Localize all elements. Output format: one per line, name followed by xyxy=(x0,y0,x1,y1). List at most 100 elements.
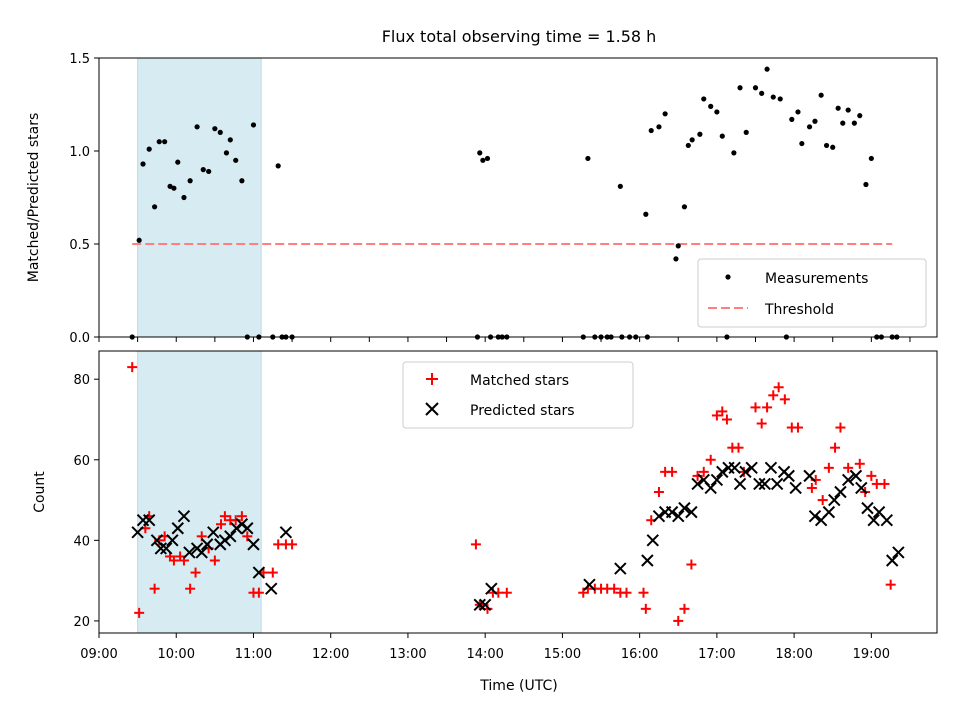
xtick-label: 13:00 xyxy=(389,647,426,662)
matched-star-point xyxy=(885,579,896,590)
measurement-point xyxy=(701,96,707,102)
predicted-star-point xyxy=(704,481,717,495)
measurement-point xyxy=(689,137,695,143)
predicted-star-point xyxy=(159,542,173,555)
bottom-panel: 20 40 60 80 09:00 10:00 11:00 12:00 13:00 14:00 1… xyxy=(32,350,938,694)
measurement-point xyxy=(250,122,257,128)
predicted-star-point xyxy=(241,522,254,535)
measurement-point xyxy=(239,178,245,184)
predicted-star-point xyxy=(171,522,184,535)
predicted-star-point xyxy=(849,469,863,483)
xtick-label: 17:00 xyxy=(698,647,735,662)
predicted-star-point xyxy=(485,582,498,595)
predicted-star-point xyxy=(758,477,771,491)
predicted-star-point xyxy=(207,526,220,539)
measurement-point xyxy=(835,105,841,111)
measurement-point xyxy=(181,194,187,201)
matched-star-point xyxy=(830,442,841,453)
measurement-point xyxy=(675,243,681,249)
predicted-star-point xyxy=(753,477,766,491)
predicted-star-point xyxy=(183,546,196,559)
top-y-axis: 0.0 0.5 1.0 1.5 xyxy=(69,52,99,346)
predicted-star-point xyxy=(279,526,293,539)
predicted-star-point xyxy=(892,546,905,559)
x-axis-label: Time (UTC) xyxy=(479,678,557,694)
measurement-point xyxy=(818,92,824,98)
predicted-star-point xyxy=(834,485,847,499)
measurement-point xyxy=(719,133,725,139)
measurement-point xyxy=(777,96,783,102)
measurement-point xyxy=(770,94,776,100)
xtick-label: 11:00 xyxy=(235,647,272,662)
predicted-star-point xyxy=(808,509,822,523)
shaded-interval-top xyxy=(137,57,262,338)
matched-star-point xyxy=(253,587,264,598)
legend-predicted-marker xyxy=(425,402,439,416)
matched-star-point xyxy=(470,539,481,550)
measurement-point xyxy=(743,129,749,135)
measurement-point xyxy=(171,185,177,191)
measurement-point xyxy=(206,168,212,175)
matched-star-point xyxy=(236,511,247,522)
matched-star-point xyxy=(638,587,649,598)
legend-predicted-label: Predicted stars xyxy=(470,403,575,419)
top-ytick-label: 1.0 xyxy=(69,145,90,160)
predicted-star-point xyxy=(665,505,679,519)
measurement-point xyxy=(477,150,483,156)
measurement-point xyxy=(681,204,688,210)
measurement-point xyxy=(480,157,486,163)
predicted-star-point xyxy=(473,598,486,612)
predicted-star-point xyxy=(685,505,698,519)
matched-star-point xyxy=(773,382,784,393)
measurement-point xyxy=(656,124,662,130)
measurement-point xyxy=(146,146,152,152)
measurement-point xyxy=(759,90,765,96)
bottom-ytick-label: 60 xyxy=(73,454,90,469)
predicted-star-point xyxy=(224,530,237,543)
predicted-star-point xyxy=(252,566,266,579)
predicted-star-point xyxy=(478,598,492,612)
matched-star-point xyxy=(866,470,877,481)
matched-star-point xyxy=(879,478,890,489)
predicted-star-point xyxy=(195,546,208,559)
measurement-point xyxy=(217,129,223,135)
measurement-point xyxy=(764,66,770,72)
legend-matched-label: Matched stars xyxy=(470,373,569,389)
matched-star-point xyxy=(717,406,728,417)
predicted-star-point xyxy=(131,526,144,539)
measurement-point xyxy=(840,120,846,126)
top-axes-frame xyxy=(98,57,938,338)
predicted-star-point xyxy=(733,477,747,491)
matched-star-point xyxy=(219,511,230,522)
legend-threshold-label: Threshold xyxy=(764,302,834,318)
matched-star-point xyxy=(209,555,220,566)
legend-measurements-marker xyxy=(725,274,731,280)
top-ytick-label: 1.5 xyxy=(69,52,90,67)
matched-star-point xyxy=(640,603,651,614)
measurement-point xyxy=(175,159,181,165)
measurement-point xyxy=(823,142,830,149)
measurement-point xyxy=(673,256,679,262)
predicted-star-point xyxy=(867,513,880,527)
measurement-point xyxy=(617,183,623,189)
predicted-star-point xyxy=(716,465,729,479)
predicted-star-point xyxy=(861,501,874,515)
top-legend-box xyxy=(697,258,927,328)
top-ytick-label: 0.0 xyxy=(69,331,90,346)
measurement-point xyxy=(752,85,759,91)
measurement-point xyxy=(845,107,851,113)
predicted-star-point xyxy=(880,513,894,527)
predicted-star-point xyxy=(641,554,654,567)
measurement-point xyxy=(799,140,805,147)
predicted-star-point xyxy=(154,542,167,555)
top-ylabel: Matched/Predicted stars xyxy=(26,113,42,283)
measurement-point xyxy=(697,131,703,137)
measurement-point xyxy=(484,155,491,162)
measurement-point xyxy=(795,109,801,115)
matched-star-point xyxy=(733,442,744,453)
xtick-label: 15:00 xyxy=(544,647,581,662)
matched-star-point xyxy=(168,555,179,566)
measurement-point xyxy=(851,120,857,126)
measurement-point xyxy=(162,139,168,145)
xtick-label: 16:00 xyxy=(621,647,658,662)
